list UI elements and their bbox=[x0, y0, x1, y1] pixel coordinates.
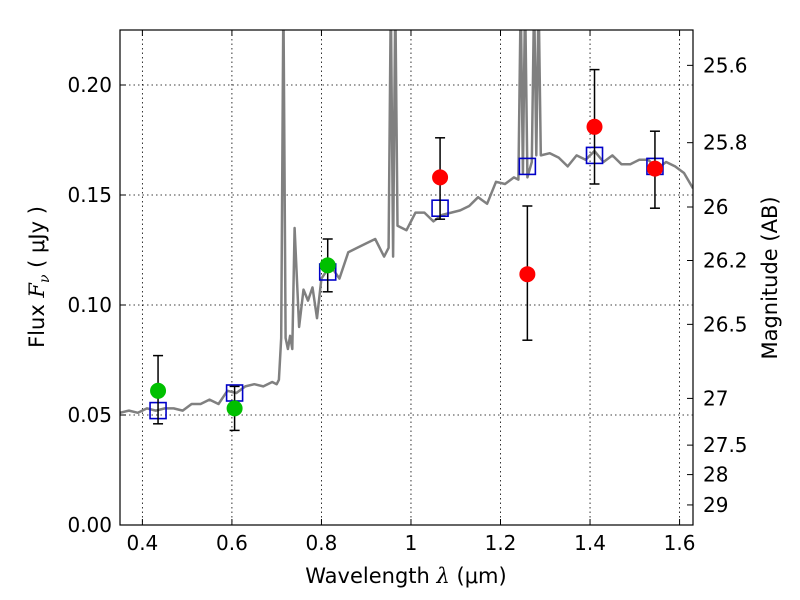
x-tick-label: 1 bbox=[405, 531, 418, 555]
y-tick-label: 0.00 bbox=[67, 513, 112, 537]
x-tick-label: 0.8 bbox=[306, 531, 338, 555]
x-axis-title: Wavelength λ (μm) bbox=[305, 564, 506, 588]
x-tick-label: 1.2 bbox=[485, 531, 517, 555]
y2-axis-title: Magnitude (AB) bbox=[758, 196, 782, 359]
y-tick-label: 0.10 bbox=[67, 293, 112, 317]
y-tick-label: 0.05 bbox=[67, 403, 112, 427]
x-tick-label: 1.6 bbox=[664, 531, 696, 555]
x-tick-label: 0.6 bbox=[216, 531, 248, 555]
observed-data-point bbox=[519, 266, 536, 283]
mag-tick-label: 29 bbox=[703, 493, 728, 517]
observed-data-point bbox=[319, 257, 336, 274]
observed-data-point bbox=[646, 160, 663, 177]
observed-data-point bbox=[432, 169, 449, 186]
observed-data-point bbox=[150, 382, 167, 399]
y-tick-label: 0.15 bbox=[67, 183, 112, 207]
mag-tick-label: 25.6 bbox=[703, 53, 748, 77]
grid-lines bbox=[120, 30, 693, 526]
mag-tick-label: 27 bbox=[703, 386, 728, 410]
mag-tick-label: 26 bbox=[703, 195, 728, 219]
mag-tick-label: 26.5 bbox=[703, 312, 748, 336]
x-tick-label: 1.4 bbox=[574, 531, 606, 555]
plot-frame bbox=[119, 29, 694, 526]
y-tick-label: 0.20 bbox=[67, 73, 112, 97]
y-axis-title: Flux Fν ( μJy ) bbox=[25, 206, 53, 348]
plot-area bbox=[120, 30, 693, 432]
mag-tick-label: 28 bbox=[703, 463, 728, 487]
mag-tick-label: 26.2 bbox=[703, 249, 748, 273]
observed-data-point bbox=[586, 118, 603, 135]
mag-tick-label: 27.5 bbox=[703, 433, 748, 457]
axis-ticks: 0.4 0.6 0.8 1 1.2 1.4 1.6 0.00 0.05 0.10 0.15 0.20 2… bbox=[67, 30, 748, 555]
model-spectrum-line bbox=[120, 30, 693, 415]
x-tick-label: 0.4 bbox=[126, 531, 158, 555]
observed-data-point bbox=[226, 400, 243, 417]
model-photometry-point bbox=[518, 157, 537, 176]
mag-tick-label: 25.8 bbox=[703, 131, 748, 155]
